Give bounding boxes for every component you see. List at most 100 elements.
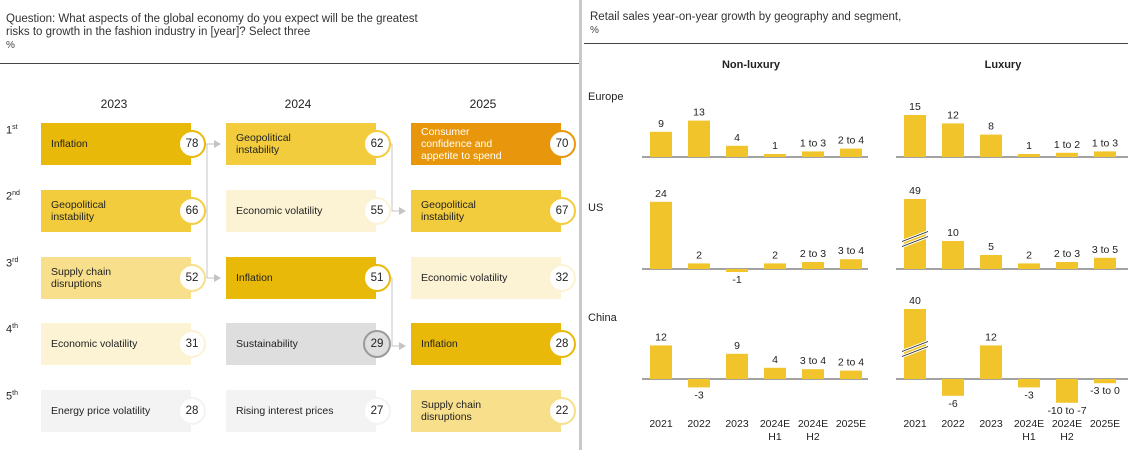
- risk-percent-badge: 31: [178, 330, 206, 358]
- bar-china-luxury-1: [942, 379, 964, 396]
- bar-china-non-luxury-2: [726, 353, 748, 379]
- risk-box-2023-rank-2: Geopolitical instability 66: [41, 190, 206, 232]
- risk-label: Geopolitical instability: [51, 199, 106, 223]
- risk-label: Inflation: [421, 338, 458, 350]
- risk-percent-badge: 70: [548, 130, 576, 158]
- bar-europe-non-luxury-2: [726, 145, 748, 157]
- risk-box-2023-rank-1: Inflation 78: [41, 123, 206, 165]
- segment-header-luxury: Luxury: [985, 59, 1023, 71]
- risk-label: Rising interest prices: [236, 405, 334, 417]
- x-tick-label: 2023: [979, 418, 1003, 430]
- risk-percent-badge: 52: [178, 264, 206, 292]
- bar-china-luxury-5: [1094, 379, 1116, 384]
- data-label: 1: [1026, 140, 1032, 152]
- risk-label: Economic volatility: [236, 205, 323, 217]
- risk-percent-badge: 28: [548, 330, 576, 358]
- rank-3: 3rd: [6, 257, 19, 270]
- bar-china-non-luxury-3: [764, 367, 786, 379]
- question-label: Question: What aspects of the global eco…: [6, 13, 418, 38]
- bar-us-non-luxury-0: [650, 201, 672, 269]
- rank-1: 1st: [6, 124, 18, 137]
- risk-box-2025-rank-2: Geopolitical instability 67: [411, 190, 576, 232]
- region-label-us: US: [588, 202, 603, 214]
- data-label: 2: [696, 249, 702, 261]
- bar-us-non-luxury-5: [840, 259, 862, 269]
- bar-us-luxury-5: [1094, 257, 1116, 269]
- risk-label: Supply chain disruptions: [421, 399, 482, 423]
- bar-europe-non-luxury-5: [840, 148, 862, 157]
- data-label: 3 to 4: [838, 245, 864, 257]
- x-tick-label: 2024E: [760, 418, 790, 430]
- data-label: 8: [988, 121, 994, 133]
- data-label: 13: [693, 107, 705, 119]
- x-tick-sublabel: H2: [806, 431, 820, 443]
- x-tick-label: 2024E: [1014, 418, 1044, 430]
- bar-europe-non-luxury-3: [764, 154, 786, 157]
- risk-box-2024-rank-5: Rising interest prices 27: [226, 390, 391, 432]
- year-2025: 2025: [469, 97, 497, 111]
- data-label: 49: [909, 185, 921, 197]
- risk-percent-badge: 32: [548, 264, 576, 292]
- bar-europe-non-luxury-1: [688, 120, 710, 157]
- bar-china-non-luxury-4: [802, 369, 824, 379]
- data-label: -3: [1024, 389, 1033, 401]
- x-tick-label: 2025E: [1090, 418, 1120, 430]
- bar-europe-non-luxury-0: [650, 131, 672, 157]
- risk-label: Economic volatility: [421, 272, 508, 284]
- risk-percent-badge: 62: [363, 130, 391, 158]
- connector-geopolitical: [386, 143, 399, 212]
- bar-china-non-luxury-0: [650, 345, 672, 379]
- bar-us-non-luxury-4: [802, 262, 824, 269]
- x-tick-label: 2024E: [798, 418, 828, 430]
- data-label: 3 to 4: [800, 355, 826, 367]
- bar-us-non-luxury-3: [764, 263, 786, 269]
- year-2024: 2024: [284, 97, 312, 111]
- bar-china-non-luxury-5: [840, 370, 862, 379]
- data-label: 40: [909, 295, 921, 307]
- risk-box-2023-rank-3: Supply chain disruptions 52: [41, 257, 206, 299]
- bar-china-luxury-0: [904, 309, 926, 379]
- data-label: 2 to 3: [1054, 248, 1080, 260]
- risk-percent-badge: 29: [363, 330, 391, 358]
- bar-china-luxury-2: [980, 345, 1002, 379]
- data-label: 1 to 3: [800, 137, 826, 149]
- risk-box-2025-rank-1: Consumer confidence and appetite to spen…: [411, 123, 576, 165]
- bar-china-luxury-3: [1018, 379, 1040, 388]
- risk-label: Inflation: [236, 272, 273, 284]
- bar-europe-luxury-0: [904, 115, 926, 157]
- risk-box-2023-rank-5: Energy price volatility 28: [41, 390, 206, 432]
- risk-percent-badge: 28: [178, 397, 206, 425]
- bar-china-luxury-4: [1056, 379, 1078, 403]
- retail-sales-chart-panel: Retail sales year-on-year growth by geog…: [584, 0, 1140, 450]
- x-tick-sublabel: H1: [768, 431, 782, 443]
- data-label: -3: [694, 389, 703, 401]
- bar-us-non-luxury-2: [726, 269, 748, 272]
- risk-ranking-panel: Question: What aspects of the global eco…: [0, 13, 579, 432]
- axis-break-line: [901, 341, 929, 357]
- risk-box-2025-rank-4: Inflation 28: [411, 323, 576, 365]
- data-label: 9: [658, 118, 664, 130]
- x-tick-label: 2022: [687, 418, 711, 430]
- risk-percent-badge: 55: [363, 197, 391, 225]
- data-label: -3 to 0: [1090, 385, 1120, 397]
- data-label: 12: [947, 109, 959, 121]
- bar-europe-non-luxury-4: [802, 151, 824, 157]
- data-label: 1 to 3: [1092, 137, 1118, 149]
- data-label: 4: [734, 132, 740, 144]
- year-2023: 2023: [100, 97, 128, 111]
- data-label: -10 to -7: [1047, 405, 1086, 417]
- bar-us-non-luxury-1: [688, 263, 710, 269]
- data-label: 10: [947, 227, 959, 239]
- data-label: -6: [948, 398, 957, 410]
- bar-us-luxury-1: [942, 241, 964, 269]
- bar-europe-luxury-5: [1094, 151, 1116, 157]
- x-tick-label: 2021: [649, 418, 673, 430]
- chart-unit: %: [590, 25, 599, 36]
- risk-percent-badge: 27: [363, 397, 391, 425]
- data-label: 1 to 2: [1054, 139, 1080, 151]
- rank-4: 4th: [6, 323, 18, 336]
- data-label: 24: [655, 188, 667, 200]
- risk-label: Consumer confidence and appetite to spen…: [421, 126, 502, 162]
- bar-us-luxury-2: [980, 255, 1002, 269]
- data-label: 2 to 4: [838, 357, 864, 369]
